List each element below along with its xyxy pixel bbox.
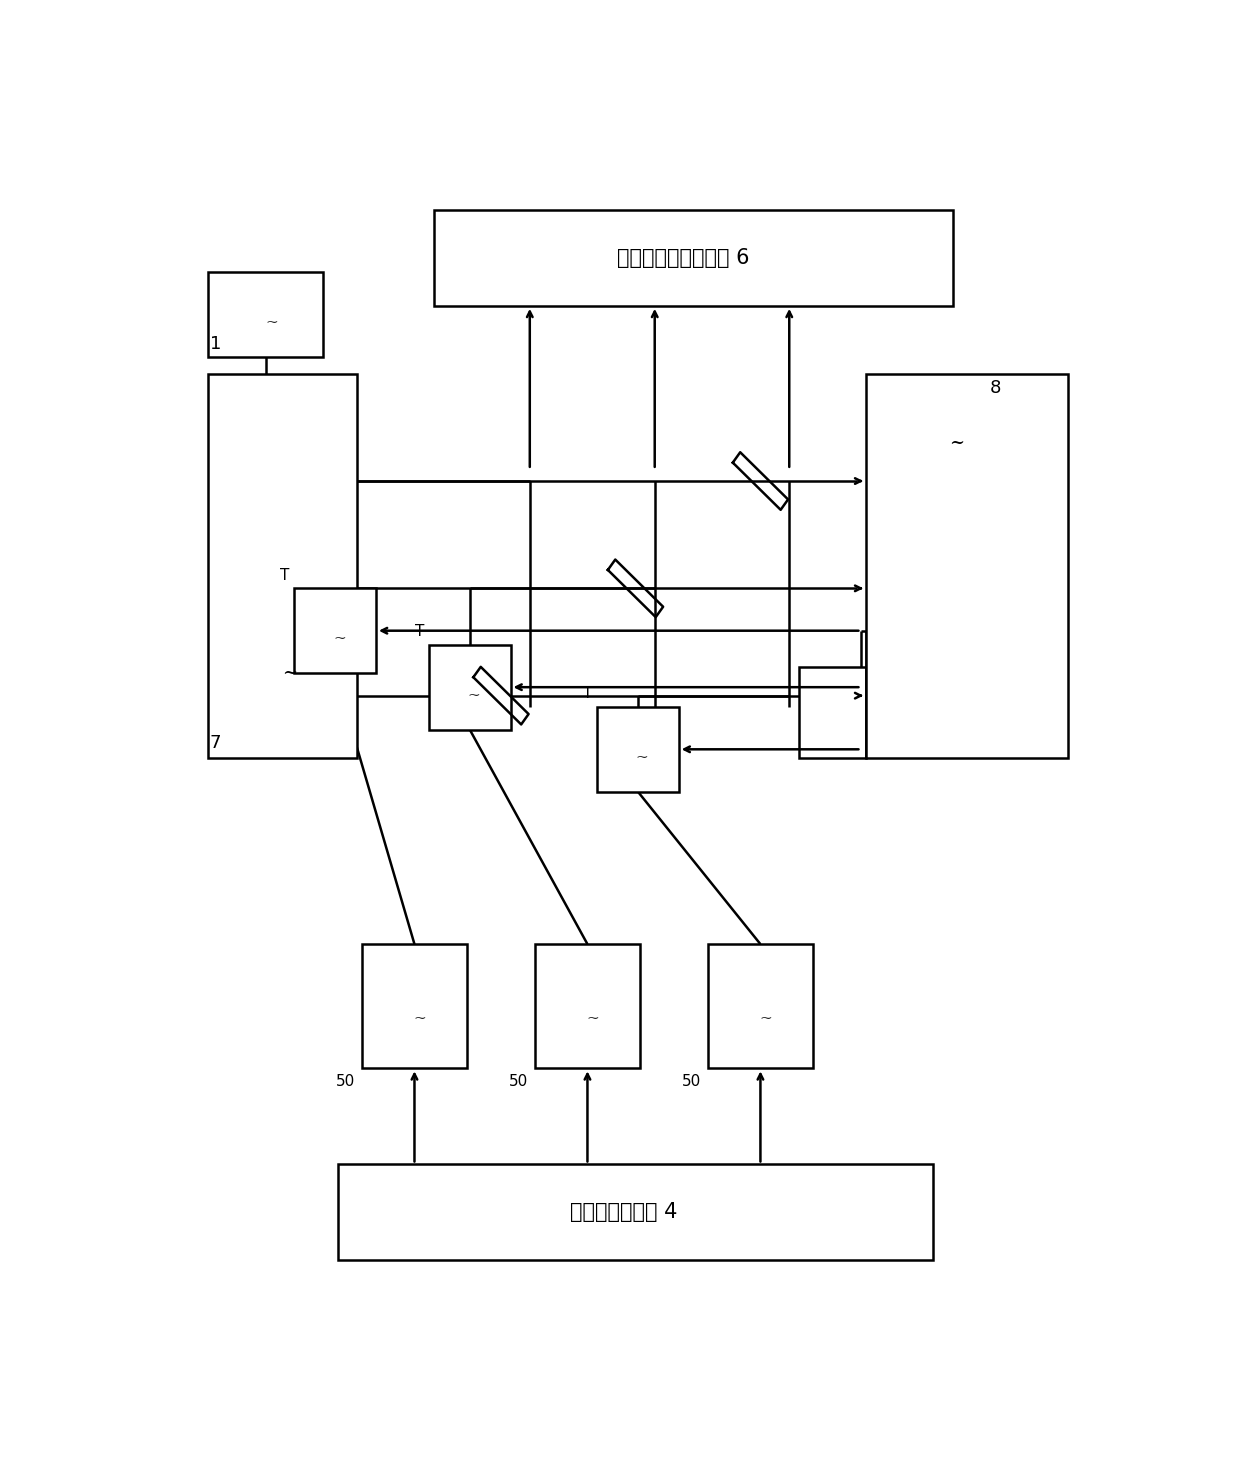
Text: ~: ~ xyxy=(265,315,278,330)
Bar xyxy=(429,645,511,729)
Bar xyxy=(596,707,678,792)
Bar xyxy=(534,945,640,1068)
Text: ~: ~ xyxy=(950,434,965,452)
Text: ~: ~ xyxy=(332,632,346,645)
Text: T: T xyxy=(280,568,289,582)
Bar xyxy=(294,588,376,673)
Text: 7: 7 xyxy=(210,734,221,753)
Text: 8: 8 xyxy=(990,380,1001,398)
Bar xyxy=(708,945,813,1068)
Text: 50: 50 xyxy=(682,1074,701,1089)
Text: ~: ~ xyxy=(636,751,649,764)
Text: 1: 1 xyxy=(210,336,221,354)
Bar xyxy=(362,945,467,1068)
Text: T: T xyxy=(583,687,593,701)
Text: 50: 50 xyxy=(508,1074,528,1089)
Bar xyxy=(799,667,866,758)
Text: 50: 50 xyxy=(336,1074,355,1089)
Bar xyxy=(866,374,1068,758)
Text: ~: ~ xyxy=(467,688,480,703)
Text: ~: ~ xyxy=(283,665,298,682)
Text: ~: ~ xyxy=(413,1012,427,1025)
Text: 频分复用分配器 4: 频分复用分配器 4 xyxy=(570,1203,677,1222)
Text: ~: ~ xyxy=(587,1012,599,1025)
Text: T: T xyxy=(414,623,424,640)
Bar xyxy=(434,210,952,307)
Bar xyxy=(208,271,324,356)
Text: ~: ~ xyxy=(759,1012,773,1025)
Bar xyxy=(337,1165,934,1260)
Bar xyxy=(208,374,357,758)
Text: 频分复用合并放大器 6: 频分复用合并放大器 6 xyxy=(616,248,749,268)
